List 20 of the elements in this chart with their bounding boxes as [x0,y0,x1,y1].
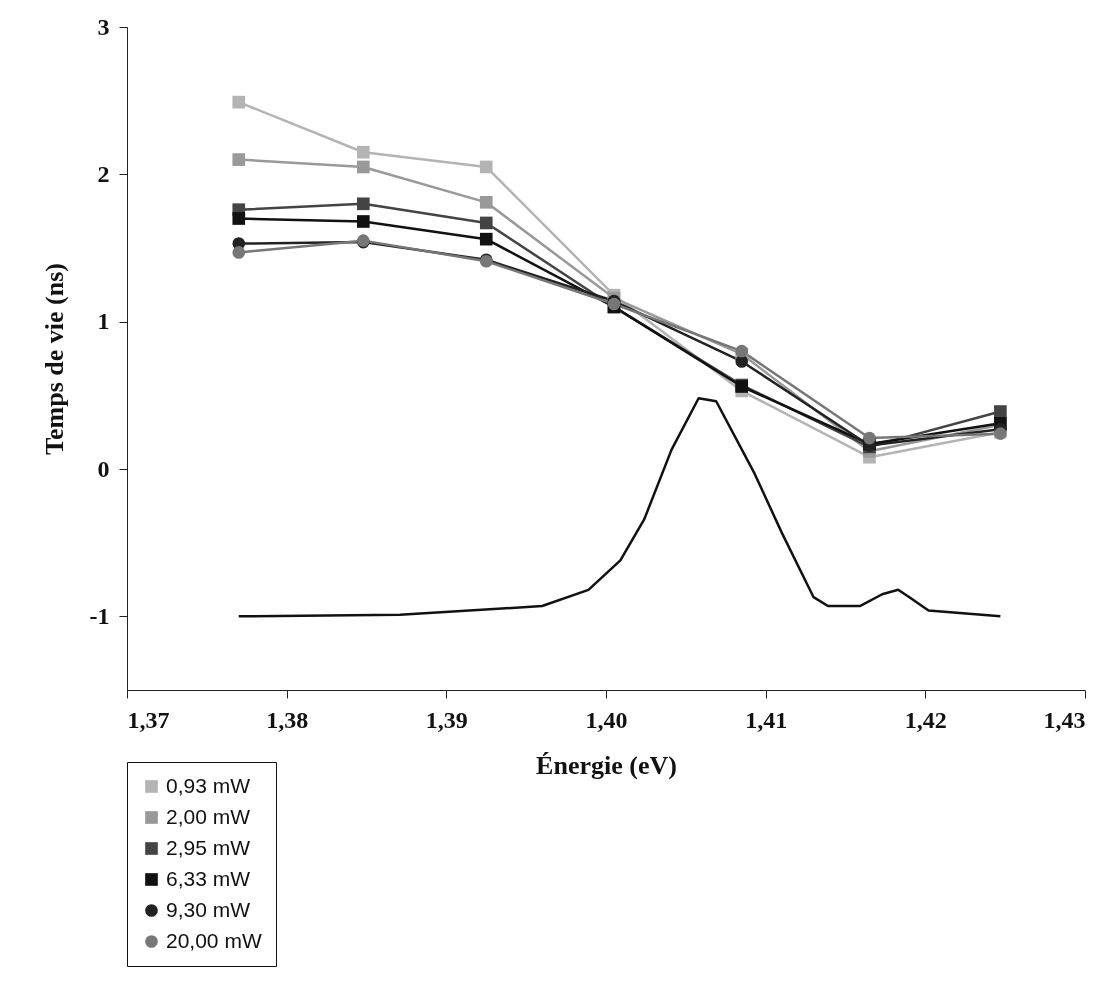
y-tick-label: -1 [89,602,110,629]
y-tick-label: 1 [97,308,110,335]
y-tick-label: 0 [97,455,110,482]
legend-label: 9,30 mW [166,897,251,921]
x-tick-label: 1,42 [904,706,947,733]
legend-label: 20,00 mW [166,928,262,952]
x-tick-label: 1,39 [425,706,468,733]
legend-label: 6,33 mW [166,866,251,890]
x-tick-label: 1,37 [127,706,170,733]
x-tick-label: 1,43 [1043,706,1086,733]
y-tick-label: 2 [97,160,110,187]
legend-label: 2,00 mW [166,804,251,828]
x-axis-title: Énergie (eV) [536,750,677,780]
x-tick-label: 1,41 [745,706,788,733]
legend-label: 2,95 mW [166,835,251,859]
legend-label: 0,93 mW [166,773,251,797]
y-tick-label: 3 [97,13,110,40]
x-tick-label: 1,38 [266,706,309,733]
x-tick-label: 1,40 [585,706,628,733]
y-axis-title: Temps de vie (ns) [39,263,69,455]
